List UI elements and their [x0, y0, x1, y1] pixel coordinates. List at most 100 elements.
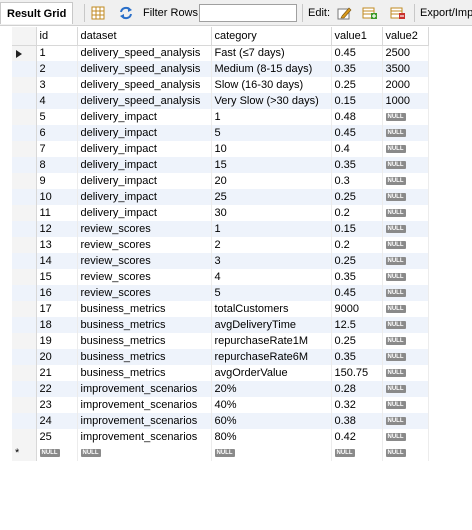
cell-dataset[interactable]: business_metrics: [77, 365, 212, 381]
cell-id[interactable]: 5: [36, 109, 78, 125]
cell-dataset[interactable]: delivery_impact: [77, 125, 212, 141]
cell-category[interactable]: 5: [211, 125, 332, 141]
cell-id[interactable]: 20: [36, 349, 78, 365]
cell-dataset[interactable]: delivery_speed_analysis: [77, 45, 212, 61]
cell-value1[interactable]: 0.2: [331, 237, 383, 253]
cell-dataset[interactable]: delivery_impact: [77, 157, 212, 173]
filter-rows-input[interactable]: [199, 4, 297, 22]
cell-id[interactable]: 16: [36, 285, 78, 301]
cell-category[interactable]: 20%: [211, 381, 332, 397]
column-header-value1[interactable]: value1: [331, 27, 383, 46]
cell-value1[interactable]: 0.45: [331, 285, 383, 301]
cell-category[interactable]: 25: [211, 189, 332, 205]
row-header[interactable]: [12, 365, 37, 381]
cell-value1[interactable]: 0.32: [331, 397, 383, 413]
cell-id[interactable]: 15: [36, 269, 78, 285]
grid-view-icon[interactable]: [90, 5, 106, 21]
cell-category[interactable]: repurchaseRate1M: [211, 333, 332, 349]
cell-value1[interactable]: 0.2: [331, 205, 383, 221]
cell-value2[interactable]: 1000: [382, 93, 429, 109]
add-row-icon[interactable]: [362, 5, 378, 21]
cell-category[interactable]: Very Slow (>30 days): [211, 93, 332, 109]
table-row[interactable]: 12 review_scores 1 0.15 NULL: [12, 221, 429, 237]
table-row[interactable]: 1 delivery_speed_analysis Fast (≤7 days) 0.…: [12, 45, 429, 61]
cell-value2[interactable]: NULL: [382, 173, 429, 189]
table-row[interactable]: 23 improvement_scenarios 40% 0.32 NULL: [12, 397, 429, 413]
new-row[interactable]: * NULL NULL NULL NULL NULL: [12, 445, 429, 461]
table-row[interactable]: 13 review_scores 2 0.2 NULL: [12, 237, 429, 253]
cell-value2[interactable]: NULL: [382, 157, 429, 173]
table-row[interactable]: 25 improvement_scenarios 80% 0.42 NULL: [12, 429, 429, 445]
cell-value2[interactable]: NULL: [382, 285, 429, 301]
delete-row-icon[interactable]: [390, 5, 406, 21]
column-header-value2[interactable]: value2: [382, 27, 429, 46]
cell-category[interactable]: 3: [211, 253, 332, 269]
cell-id[interactable]: 18: [36, 317, 78, 333]
cell-id[interactable]: 2: [36, 61, 78, 77]
cell-value1[interactable]: 0.15: [331, 221, 383, 237]
row-header[interactable]: [12, 429, 37, 445]
table-row[interactable]: 19 business_metrics repurchaseRate1M 0.25 NU…: [12, 333, 429, 349]
table-row[interactable]: 22 improvement_scenarios 20% 0.28 NULL: [12, 381, 429, 397]
cell-value2[interactable]: NULL: [382, 109, 429, 125]
table-row[interactable]: 9 delivery_impact 20 0.3 NULL: [12, 173, 429, 189]
cell-value1[interactable]: 0.25: [331, 333, 383, 349]
cell-category[interactable]: repurchaseRate6M: [211, 349, 332, 365]
cell-value2[interactable]: NULL: [382, 365, 429, 381]
table-row[interactable]: 3 delivery_speed_analysis Slow (16-30 days…: [12, 77, 429, 93]
cell-category[interactable]: avgOrderValue: [211, 365, 332, 381]
cell-dataset[interactable]: improvement_scenarios: [77, 381, 212, 397]
row-header[interactable]: [12, 333, 37, 349]
cell-dataset[interactable]: business_metrics: [77, 301, 212, 317]
cell-dataset[interactable]: business_metrics: [77, 349, 212, 365]
cell-category[interactable]: Medium (8-15 days): [211, 61, 332, 77]
cell-value2[interactable]: NULL: [382, 205, 429, 221]
row-header[interactable]: [12, 61, 37, 77]
table-row[interactable]: 11 delivery_impact 30 0.2 NULL: [12, 205, 429, 221]
cell-dataset[interactable]: improvement_scenarios: [77, 413, 212, 429]
cell-value1[interactable]: 0.4: [331, 141, 383, 157]
cell-id[interactable]: 21: [36, 365, 78, 381]
table-row[interactable]: 8 delivery_impact 15 0.35 NULL: [12, 157, 429, 173]
cell-dataset[interactable]: delivery_impact: [77, 205, 212, 221]
cell-value2[interactable]: NULL: [382, 445, 429, 461]
cell-value1[interactable]: 0.35: [331, 269, 383, 285]
table-row[interactable]: 21 business_metrics avgOrderValue 150.75 NUL…: [12, 365, 429, 381]
cell-value2[interactable]: 2000: [382, 77, 429, 93]
cell-dataset[interactable]: review_scores: [77, 285, 212, 301]
cell-id[interactable]: 23: [36, 397, 78, 413]
table-row[interactable]: 18 business_metrics avgDeliveryTime 12.5 NUL…: [12, 317, 429, 333]
row-header[interactable]: [12, 205, 37, 221]
row-header[interactable]: [12, 397, 37, 413]
cell-value1[interactable]: 0.25: [331, 77, 383, 93]
cell-value1[interactable]: 150.75: [331, 365, 383, 381]
cell-category[interactable]: Fast (≤7 days): [211, 45, 332, 61]
cell-dataset[interactable]: delivery_speed_analysis: [77, 61, 212, 77]
cell-value1[interactable]: 0.45: [331, 125, 383, 141]
cell-id[interactable]: 3: [36, 77, 78, 93]
cell-dataset[interactable]: business_metrics: [77, 317, 212, 333]
cell-dataset[interactable]: review_scores: [77, 253, 212, 269]
column-header-id[interactable]: id: [36, 27, 78, 46]
row-header[interactable]: [12, 269, 37, 285]
cell-dataset[interactable]: improvement_scenarios: [77, 429, 212, 445]
cell-value2[interactable]: NULL: [382, 237, 429, 253]
table-row[interactable]: 10 delivery_impact 25 0.25 NULL: [12, 189, 429, 205]
table-row[interactable]: 2 delivery_speed_analysis Medium (8-15 day…: [12, 61, 429, 77]
row-header[interactable]: [12, 317, 37, 333]
cell-dataset[interactable]: delivery_impact: [77, 109, 212, 125]
table-row[interactable]: 14 review_scores 3 0.25 NULL: [12, 253, 429, 269]
cell-value2[interactable]: NULL: [382, 333, 429, 349]
cell-category[interactable]: 40%: [211, 397, 332, 413]
row-header[interactable]: [12, 349, 37, 365]
row-header[interactable]: [12, 381, 37, 397]
table-row[interactable]: 24 improvement_scenarios 60% 0.38 NULL: [12, 413, 429, 429]
cell-value2[interactable]: NULL: [382, 349, 429, 365]
cell-category[interactable]: 15: [211, 157, 332, 173]
table-row[interactable]: 15 review_scores 4 0.35 NULL: [12, 269, 429, 285]
cell-value1[interactable]: 0.35: [331, 349, 383, 365]
cell-value2[interactable]: NULL: [382, 125, 429, 141]
cell-value2[interactable]: NULL: [382, 317, 429, 333]
cell-value2[interactable]: NULL: [382, 381, 429, 397]
refresh-icon[interactable]: [118, 5, 134, 21]
